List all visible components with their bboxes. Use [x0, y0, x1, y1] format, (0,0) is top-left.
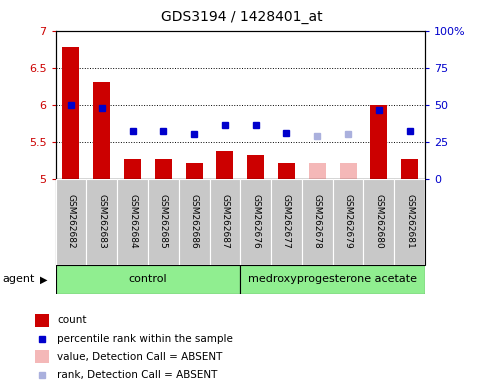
Bar	[309, 163, 326, 179]
Text: GSM262676: GSM262676	[251, 194, 260, 249]
Bar	[247, 155, 264, 179]
Bar	[364, 179, 394, 265]
Bar	[216, 151, 233, 179]
Text: GSM262685: GSM262685	[159, 194, 168, 249]
Bar	[155, 159, 172, 179]
Text: GSM262686: GSM262686	[190, 194, 199, 249]
Bar	[124, 159, 141, 179]
Bar	[370, 105, 387, 179]
Bar	[333, 179, 364, 265]
Text: GDS3194 / 1428401_at: GDS3194 / 1428401_at	[161, 10, 322, 23]
Text: count: count	[57, 315, 86, 325]
Bar	[241, 179, 271, 265]
Text: GSM262681: GSM262681	[405, 194, 414, 249]
Bar	[35, 350, 49, 363]
Text: GSM262684: GSM262684	[128, 194, 137, 249]
Text: medroxyprogesterone acetate: medroxyprogesterone acetate	[248, 274, 417, 285]
Text: GSM262682: GSM262682	[67, 194, 75, 249]
Text: GSM262679: GSM262679	[343, 194, 353, 249]
Text: ▶: ▶	[40, 274, 47, 285]
Bar	[86, 179, 117, 265]
Text: GSM262678: GSM262678	[313, 194, 322, 249]
Text: GSM262687: GSM262687	[220, 194, 229, 249]
Bar	[56, 179, 425, 265]
Bar	[148, 179, 179, 265]
Text: rank, Detection Call = ABSENT: rank, Detection Call = ABSENT	[57, 370, 217, 380]
Bar	[93, 83, 110, 179]
Bar	[401, 159, 418, 179]
Bar	[241, 265, 425, 294]
Text: GSM262683: GSM262683	[97, 194, 106, 249]
Text: GSM262677: GSM262677	[282, 194, 291, 249]
Text: control: control	[128, 274, 167, 285]
Text: agent: agent	[2, 274, 35, 285]
Bar	[185, 163, 202, 179]
Bar	[302, 179, 333, 265]
Bar	[35, 314, 49, 327]
Bar	[271, 179, 302, 265]
Text: percentile rank within the sample: percentile rank within the sample	[57, 334, 233, 344]
Bar	[56, 265, 241, 294]
Bar	[278, 163, 295, 179]
Bar	[394, 179, 425, 265]
Bar	[210, 179, 240, 265]
Bar	[340, 163, 356, 179]
Bar	[62, 47, 79, 179]
Bar	[179, 179, 210, 265]
Bar	[56, 179, 86, 265]
Text: GSM262680: GSM262680	[374, 194, 384, 249]
Text: value, Detection Call = ABSENT: value, Detection Call = ABSENT	[57, 352, 222, 362]
Bar	[117, 179, 148, 265]
